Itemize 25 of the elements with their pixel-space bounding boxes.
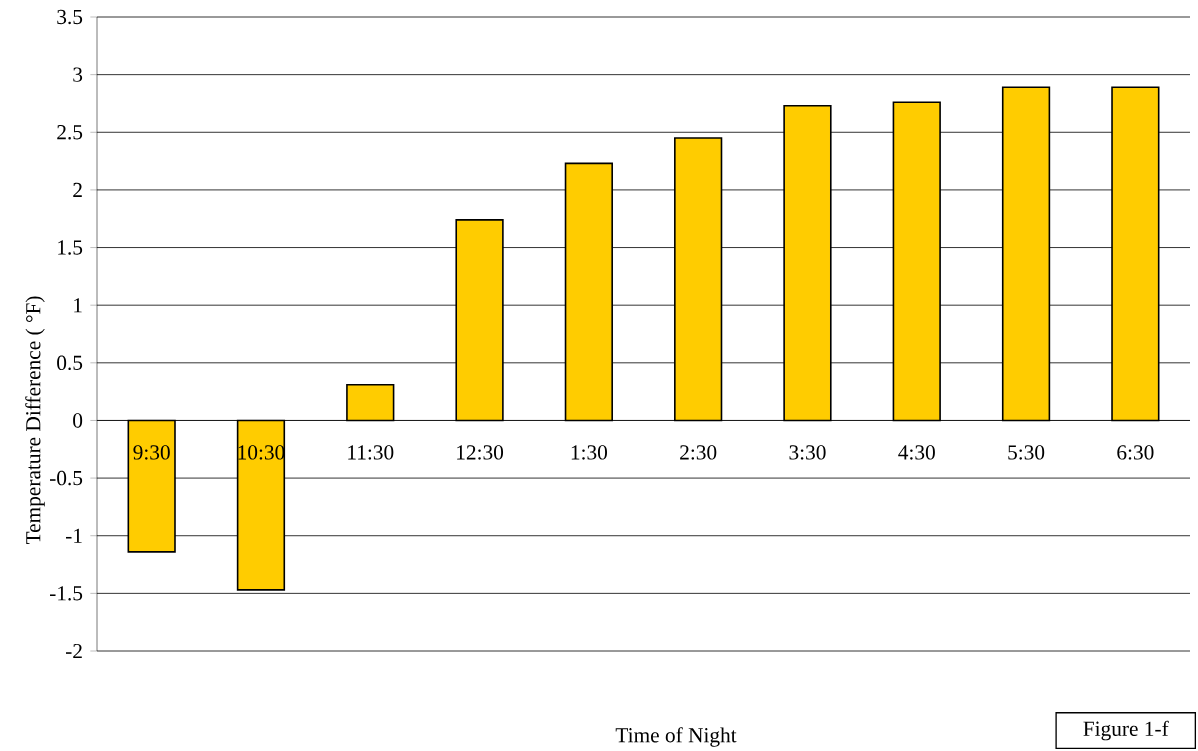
x-tick-label: 9:30 (133, 445, 170, 460)
y-tick-label: 0.5 (57, 355, 83, 371)
y-tick-label: 1.5 (58, 240, 83, 255)
y-tick-label: -1 (65, 528, 82, 543)
x-tick-label: 4:30 (898, 445, 935, 460)
x-tick-label: 5:30 (1008, 445, 1045, 460)
y-tick-label: 0 (73, 413, 83, 428)
y-tick-label: 2 (73, 182, 82, 197)
y-tick-label: -0.5 (49, 470, 83, 486)
y-tick-label: 1 (74, 298, 82, 313)
y-tick-label: 3 (73, 67, 83, 82)
x-tick-label: 3:30 (789, 445, 826, 460)
x-axis-title: Time of Night (615, 727, 737, 747)
y-axis-title: Temperature Difference ( °F) (25, 296, 45, 545)
y-tick-label: -1.5 (49, 586, 83, 601)
y-tick-label: 3.5 (57, 9, 83, 25)
x-tick-label: 11:30 (348, 445, 394, 460)
caption: Figure 1-f (1083, 720, 1169, 741)
x-tick-label: 10:30 (238, 445, 285, 460)
x-tick-label: 12:30 (457, 445, 504, 460)
y-tick-label: 2.5 (57, 125, 83, 140)
x-tick-label: 2:30 (680, 445, 717, 460)
x-tick-label: 1:30 (571, 445, 608, 460)
y-tick-label: -2 (65, 643, 82, 659)
x-tick-label: 6:30 (1117, 445, 1154, 460)
